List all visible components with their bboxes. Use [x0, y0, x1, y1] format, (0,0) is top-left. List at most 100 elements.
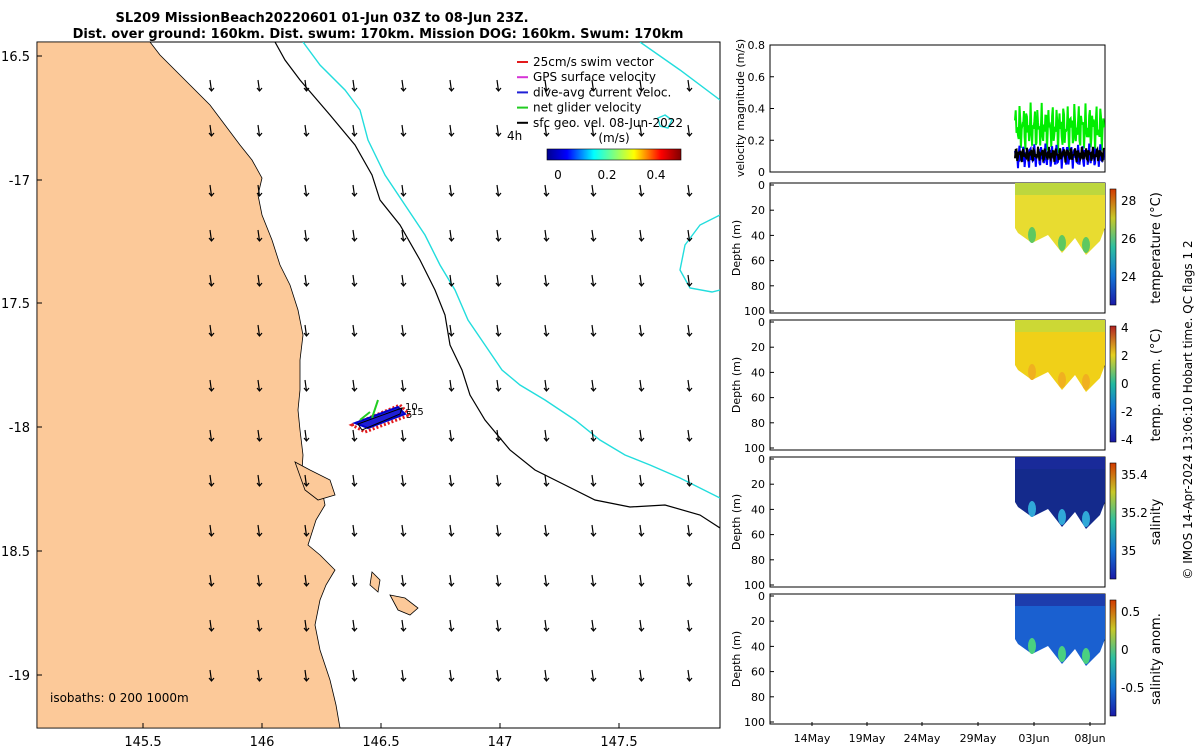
geo-vel-arrow [257, 669, 261, 682]
legend-label: dive-avg current veloc. [533, 85, 671, 99]
geo-vel-arrow [209, 379, 213, 392]
isobath-1000 [302, 42, 720, 499]
geo-velocity-arrows [208, 79, 693, 682]
geo-vel-arrowhead [256, 282, 263, 287]
geo-vel-arrow [639, 79, 643, 92]
geo-vel-arrowhead [543, 237, 550, 242]
geo-vel-arrow [591, 184, 595, 197]
geo-vel-arrow [449, 524, 453, 537]
geo-vel-arrow [591, 79, 595, 92]
geo-vel-arrow [544, 524, 548, 537]
geo-vel-arrow [591, 574, 595, 587]
geo-vel-arrowhead [400, 132, 407, 137]
colorbar-tick-label: 0 [1121, 643, 1129, 657]
geo-vel-arrow [544, 669, 548, 682]
geo-vel-arrowhead [303, 237, 310, 242]
depth-tick-label: 40 [751, 640, 765, 653]
speed-colorbar [546, 148, 682, 161]
geo-vel-arrow [304, 429, 308, 442]
geo-vel-arrow [352, 184, 356, 197]
geo-vel-arrowhead [686, 437, 693, 442]
geo-vel-arrowhead [686, 332, 693, 337]
depth-tick-label: 80 [751, 554, 765, 567]
depth-ylabel: Depth (m) [730, 631, 743, 687]
geo-vel-arrow [401, 429, 405, 442]
geo-vel-arrow [401, 124, 405, 137]
depth-ylabel: Depth (m) [730, 220, 743, 276]
geo-vel-arrowhead [495, 482, 502, 487]
geo-vel-arrowhead [400, 282, 407, 287]
geo-vel-arrow [496, 524, 500, 537]
colorbar-label: temp. anom. (°C) [1149, 328, 1164, 441]
geo-vel-arrow [496, 324, 500, 337]
geo-vel-arrowhead [543, 677, 550, 682]
geo-vel-arrow [496, 669, 500, 682]
geo-vel-arrow [544, 379, 548, 392]
heatmap-data [1015, 183, 1105, 255]
depth-tick-label: 40 [751, 503, 765, 516]
geo-vel-arrow [591, 524, 595, 537]
geo-vel-arrowhead [448, 192, 455, 197]
depth-tick-label: 80 [751, 691, 765, 704]
track-label-15: 15 [411, 407, 424, 418]
geo-vel-arrow [639, 619, 643, 632]
geo-vel-arrow [304, 669, 308, 682]
geo-vel-arrow [639, 274, 643, 287]
geo-vel-arrow [352, 524, 356, 537]
geo-vel-arrow [401, 79, 405, 92]
isobath-1000-eddy [679, 214, 720, 293]
depth-tick-label: 60 [751, 255, 765, 268]
island-small [389, 594, 419, 616]
heatmap-data [1015, 320, 1105, 392]
geo-vel-arrowhead [448, 132, 455, 137]
geo-vel-arrow [544, 274, 548, 287]
vel-ytick-label: 0.8 [748, 39, 766, 52]
geo-vel-arrow [544, 229, 548, 242]
colorbar-tick-label: 35.4 [1121, 468, 1148, 482]
heatmap-dive-tip [1058, 235, 1066, 251]
geo-vel-arrowhead [543, 582, 550, 587]
heatmap-panel-3: 0 20 40 60 80 100 Depth (m) 35.4 35.2 35 salinity [730, 453, 1164, 592]
track-line [357, 407, 403, 431]
heatmap-data [1015, 594, 1105, 666]
geo-vel-arrowhead [303, 132, 310, 137]
geo-vel-arrowhead [448, 437, 455, 442]
geo-vel-arrowhead [590, 387, 597, 392]
geo-vel-arrowhead [400, 332, 407, 337]
geo-vel-arrowhead [400, 387, 407, 392]
colorbar-tick-0: 0 [554, 168, 562, 182]
geo-vel-arrow [449, 474, 453, 487]
geo-vel-arrow [209, 324, 213, 337]
geo-vel-arrow [352, 324, 356, 337]
geo-vel-arrowhead [590, 532, 597, 537]
geo-vel-arrow [304, 379, 308, 392]
geo-vel-arrow [687, 274, 691, 287]
geo-vel-arrowhead [400, 192, 407, 197]
geo-vel-arrow [304, 274, 308, 287]
depth-tick-label: 20 [751, 341, 765, 354]
lon-tick-label: 146 [250, 735, 275, 750]
geo-vel-arrow [639, 669, 643, 682]
geo-vel-arrow [401, 379, 405, 392]
geo-vel-arrow [544, 429, 548, 442]
geo-vel-arrowhead [638, 532, 645, 537]
geo-vel-arrow [401, 474, 405, 487]
geo-vel-arrowhead [638, 87, 645, 92]
geo-vel-arrowhead [256, 192, 263, 197]
geo-vel-arrowhead [495, 532, 502, 537]
heatmap-dive-tip [1082, 648, 1090, 664]
geo-vel-arrow [304, 229, 308, 242]
time-tick-label: 19May [849, 732, 886, 745]
lat-tick-label: 18.5 [1, 545, 30, 560]
geo-vel-arrow [352, 429, 356, 442]
geo-vel-arrow [401, 229, 405, 242]
island-tiny [369, 571, 381, 593]
geo-vel-arrowhead [303, 387, 310, 392]
time-axis: 14May 19May 24May 29May 03Jun 08Jun [794, 722, 1106, 745]
geo-vel-arrow [544, 184, 548, 197]
geo-vel-arrowhead [208, 437, 215, 442]
colorbar-tick-label: 0.5 [1121, 605, 1140, 619]
geo-vel-arrow [639, 324, 643, 337]
